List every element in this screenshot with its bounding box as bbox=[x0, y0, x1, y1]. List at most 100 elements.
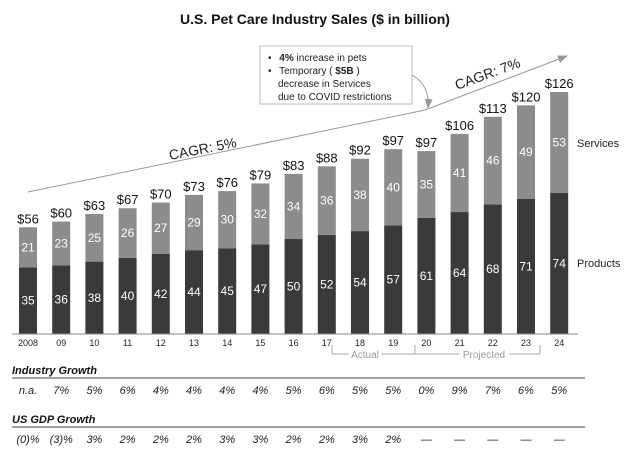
bar-products-20 bbox=[417, 217, 436, 334]
gdp-growth-value-16: 2% bbox=[285, 434, 302, 446]
value-label-products-14: 45 bbox=[221, 284, 235, 298]
total-label-13: $73 bbox=[183, 179, 205, 194]
total-label-11: $67 bbox=[117, 192, 139, 207]
value-label-services-11: 26 bbox=[121, 226, 135, 240]
bar-services-15 bbox=[251, 183, 270, 245]
note-line-3: decrease in Services bbox=[278, 79, 371, 90]
x-tick-24: 24 bbox=[554, 338, 564, 348]
industry-growth-value-17: 6% bbox=[319, 385, 335, 397]
note-line-2: • Temporary ( $5B ) bbox=[268, 66, 360, 77]
industry-growth-value-09: 7% bbox=[53, 385, 69, 397]
covid-note-box bbox=[259, 45, 413, 105]
bar-products-2008 bbox=[19, 267, 37, 334]
total-label-18: $92 bbox=[349, 143, 371, 158]
value-label-products-15: 47 bbox=[254, 282, 268, 296]
bar-services-16 bbox=[284, 173, 303, 239]
value-label-services-21: 41 bbox=[453, 166, 467, 180]
x-tick-17: 17 bbox=[322, 338, 332, 348]
value-label-services-10: 25 bbox=[88, 231, 102, 245]
gdp-growth-value-21: — bbox=[453, 434, 466, 446]
gdp-growth-values: (0)% (3)% 3% 2% 2% 2% 3% 3% 2% 2% 3% 2% — — — — — bbox=[16, 434, 565, 446]
x-tick-labels: 2008 09 10 11 12 13 14 15 16 17 18 19 20 21 22 23 24 bbox=[18, 338, 564, 348]
gdp-growth-value-22: — bbox=[486, 434, 499, 446]
bar-services-13 bbox=[185, 194, 203, 251]
industry-growth-value-16: 5% bbox=[286, 385, 302, 397]
x-tick-14: 14 bbox=[222, 338, 232, 348]
value-label-services-24: 53 bbox=[553, 135, 567, 149]
industry-growth-value-11: 6% bbox=[120, 385, 136, 397]
cagr-arrow-right bbox=[424, 55, 568, 111]
gdp-growth-value-24: — bbox=[553, 434, 566, 446]
bar-services-18 bbox=[351, 158, 369, 232]
industry-growth-value-10: 5% bbox=[86, 385, 102, 397]
x-tick-10: 10 bbox=[89, 338, 99, 348]
bar-services-12 bbox=[151, 202, 170, 254]
note-line-1-text: increase in pets bbox=[297, 53, 367, 64]
projected-label: Projected bbox=[463, 350, 505, 361]
series-label-services: Services bbox=[577, 138, 620, 150]
bar-services-17 bbox=[317, 166, 336, 235]
bar-products-09 bbox=[52, 265, 71, 334]
gdp-growth-value-23: — bbox=[520, 434, 533, 446]
value-label-services-14: 30 bbox=[221, 213, 235, 227]
value-label-services-2008: 21 bbox=[21, 240, 35, 254]
industry-growth-value-2008: n.a. bbox=[19, 385, 37, 397]
gdp-growth-value-19: 2% bbox=[384, 434, 401, 446]
gdp-growth-value-10: 3% bbox=[86, 434, 102, 446]
x-tick-13: 13 bbox=[189, 338, 199, 348]
series-label-products: Products bbox=[577, 258, 621, 270]
value-label-services-17: 36 bbox=[320, 194, 334, 208]
total-label-15: $79 bbox=[250, 167, 272, 182]
value-label-products-2008: 35 bbox=[21, 294, 35, 308]
total-label-21: $106 bbox=[445, 118, 474, 133]
bar-products-15 bbox=[251, 244, 270, 334]
industry-growth-value-20: 0% bbox=[418, 385, 434, 397]
gdp-growth-value-09: (3)% bbox=[50, 434, 73, 446]
gdp-growth-heading: US GDP Growth bbox=[12, 414, 96, 426]
value-label-services-12: 27 bbox=[154, 221, 168, 235]
bars-group: 35 21 $56 36 23 $60 38 25 $63 40 26 $67 42 27 $70 44 29 $… bbox=[17, 76, 574, 334]
value-label-products-11: 40 bbox=[121, 289, 135, 303]
x-tick-12: 12 bbox=[156, 338, 166, 348]
bar-products-13 bbox=[185, 250, 203, 334]
bar-products-14 bbox=[218, 248, 237, 334]
bar-services-11 bbox=[118, 208, 137, 258]
x-tick-09: 09 bbox=[56, 338, 66, 348]
industry-growth-heading: Industry Growth bbox=[12, 365, 97, 377]
bar-services-19 bbox=[384, 149, 403, 226]
value-label-services-23: 49 bbox=[519, 145, 533, 159]
bar-products-17 bbox=[317, 234, 336, 334]
bar-services-24 bbox=[550, 92, 569, 193]
cagr-left-label: CAGR: 5% bbox=[168, 134, 238, 163]
gdp-growth-value-20: — bbox=[420, 434, 433, 446]
x-tick-23: 23 bbox=[521, 338, 531, 348]
x-tick-2008: 2008 bbox=[18, 338, 38, 348]
value-label-products-17: 52 bbox=[320, 277, 334, 291]
industry-growth-value-19: 5% bbox=[385, 385, 401, 397]
x-tick-15: 15 bbox=[255, 338, 265, 348]
bar-services-14 bbox=[218, 191, 237, 249]
bar-services-21 bbox=[450, 133, 469, 213]
note-line-2-suffix: ) bbox=[356, 66, 359, 77]
industry-growth-value-22: 7% bbox=[485, 385, 501, 397]
industry-growth-value-14: 4% bbox=[219, 385, 235, 397]
industry-growth-value-21: 9% bbox=[452, 385, 468, 397]
total-label-20: $97 bbox=[416, 135, 438, 150]
note-line-1: • 4% increase in pets bbox=[268, 53, 367, 64]
bar-products-21 bbox=[450, 212, 469, 334]
gdp-growth-value-14: 3% bbox=[219, 434, 235, 446]
value-label-products-16: 50 bbox=[287, 279, 301, 293]
total-label-16: $83 bbox=[283, 158, 305, 173]
industry-growth-values: n.a. 7% 5% 6% 4% 4% 4% 4% 5% 6% 5% 5% 0% 9% 7% 6% 5% bbox=[19, 385, 568, 397]
value-label-services-16: 34 bbox=[287, 199, 301, 213]
total-label-19: $97 bbox=[382, 133, 404, 148]
total-label-23: $120 bbox=[512, 89, 541, 104]
total-label-17: $88 bbox=[316, 150, 338, 165]
value-label-services-20: 35 bbox=[420, 177, 434, 191]
note-line-2-prefix: Temporary ( bbox=[279, 66, 333, 77]
value-label-products-23: 71 bbox=[519, 259, 533, 273]
total-label-09: $60 bbox=[50, 206, 72, 221]
note-line-1-bold: 4% bbox=[279, 53, 294, 64]
bar-products-24 bbox=[550, 192, 569, 334]
